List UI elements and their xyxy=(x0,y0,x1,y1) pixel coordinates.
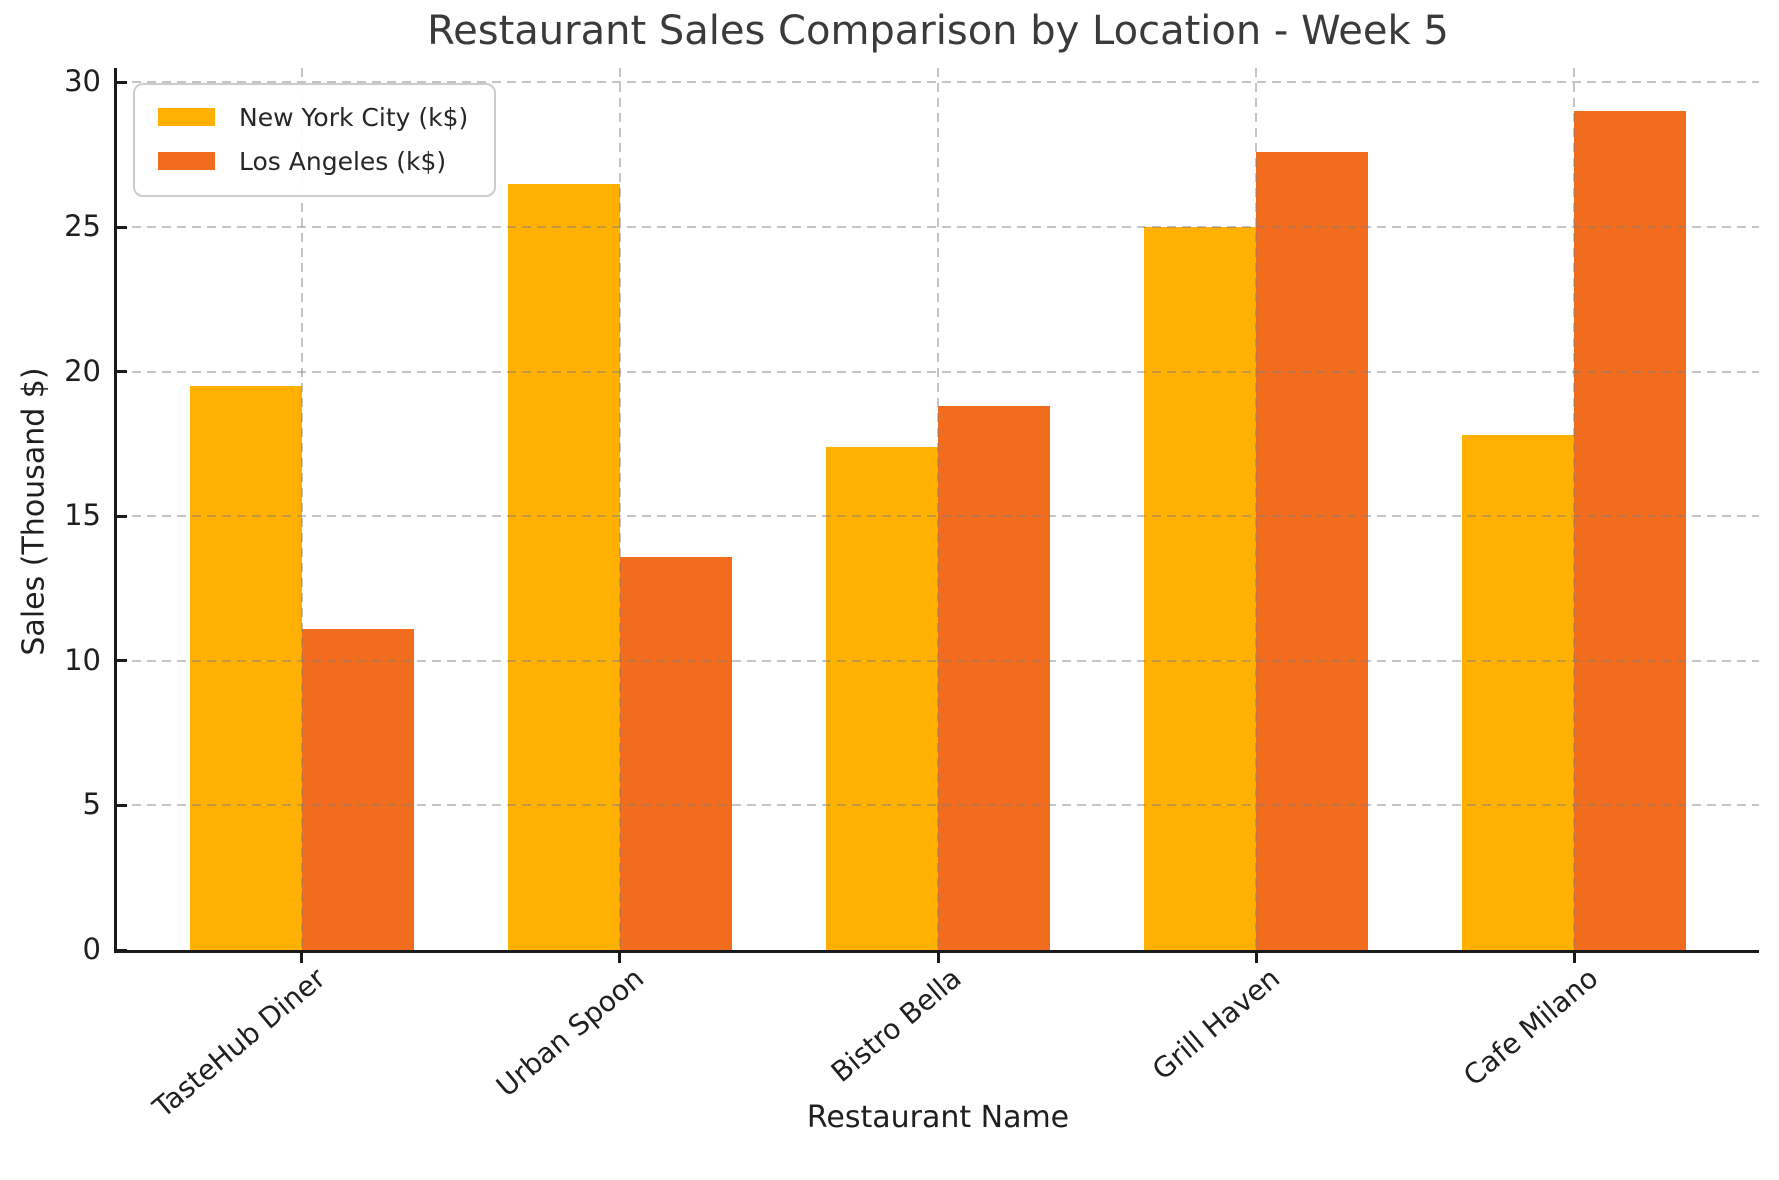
h-gridline xyxy=(117,515,1759,518)
bar-series2 xyxy=(619,556,732,950)
v-gridline xyxy=(1573,68,1576,950)
y-tick-mark xyxy=(117,225,127,229)
y-axis-label: Sales (Thousand $) xyxy=(16,367,52,656)
y-tick-mark xyxy=(117,80,127,84)
h-gridline xyxy=(117,370,1759,373)
y-tick-mark xyxy=(117,514,127,518)
bar-series2 xyxy=(301,629,414,950)
x-tick-mark xyxy=(1572,953,1576,963)
y-tick-label: 30 xyxy=(64,64,101,99)
h-gridline xyxy=(117,659,1759,662)
legend-label: New York City (k$) xyxy=(239,102,469,132)
bar-series2 xyxy=(1256,151,1369,950)
x-tick-label: Grill Haven xyxy=(1145,961,1287,1087)
h-gridline xyxy=(117,804,1759,807)
chart-title: Restaurant Sales Comparison by Location … xyxy=(427,8,1449,54)
h-gridline xyxy=(117,81,1759,84)
bar-series1 xyxy=(826,446,938,950)
legend-swatch xyxy=(158,108,215,126)
x-tick-mark xyxy=(936,953,940,963)
x-tick-label: Bistro Bella xyxy=(825,961,968,1089)
y-tick-label: 10 xyxy=(64,642,101,677)
plot-area: New York City (k$) Los Angeles (k$) 0 5 10 1… xyxy=(64,67,1759,1124)
y-tick-mark xyxy=(117,803,127,807)
v-gridline xyxy=(618,68,621,950)
h-gridline xyxy=(117,226,1759,229)
legend: New York City (k$) Los Angeles (k$) xyxy=(133,83,497,197)
bar-series1 xyxy=(507,183,620,950)
y-tick-mark xyxy=(117,659,127,663)
v-gridline xyxy=(937,68,939,950)
bar-series1 xyxy=(1462,435,1575,950)
y-tick-mark xyxy=(117,948,127,952)
bar-series1 xyxy=(1144,227,1257,950)
y-tick-label: 20 xyxy=(64,353,101,388)
y-axis-spine xyxy=(114,68,117,953)
x-axis-label: Restaurant Name xyxy=(806,1100,1070,1135)
v-gridline xyxy=(1255,68,1258,950)
x-tick-mark xyxy=(618,953,622,963)
bar-series1 xyxy=(189,386,302,950)
y-tick-label: 25 xyxy=(64,209,101,244)
legend-item: New York City (k$) xyxy=(158,95,468,139)
bar-series2 xyxy=(938,406,1050,950)
y-tick-label: 5 xyxy=(82,787,101,822)
bar-series2 xyxy=(1574,111,1687,950)
y-tick-label: 0 xyxy=(82,932,101,966)
legend-label: Los Angeles (k$) xyxy=(239,146,447,176)
x-axis-spine xyxy=(114,950,1759,953)
y-tick-mark xyxy=(117,370,127,374)
legend-item: Los Angeles (k$) xyxy=(158,139,468,183)
v-gridline xyxy=(300,68,303,950)
legend-swatch xyxy=(158,152,215,170)
x-tick-label: Cafe Milano xyxy=(1457,961,1605,1093)
y-tick-label: 15 xyxy=(64,498,101,533)
x-tick-mark xyxy=(1254,953,1258,963)
x-tick-mark xyxy=(300,953,304,963)
x-tick-label: Urban Spoon xyxy=(489,961,650,1104)
